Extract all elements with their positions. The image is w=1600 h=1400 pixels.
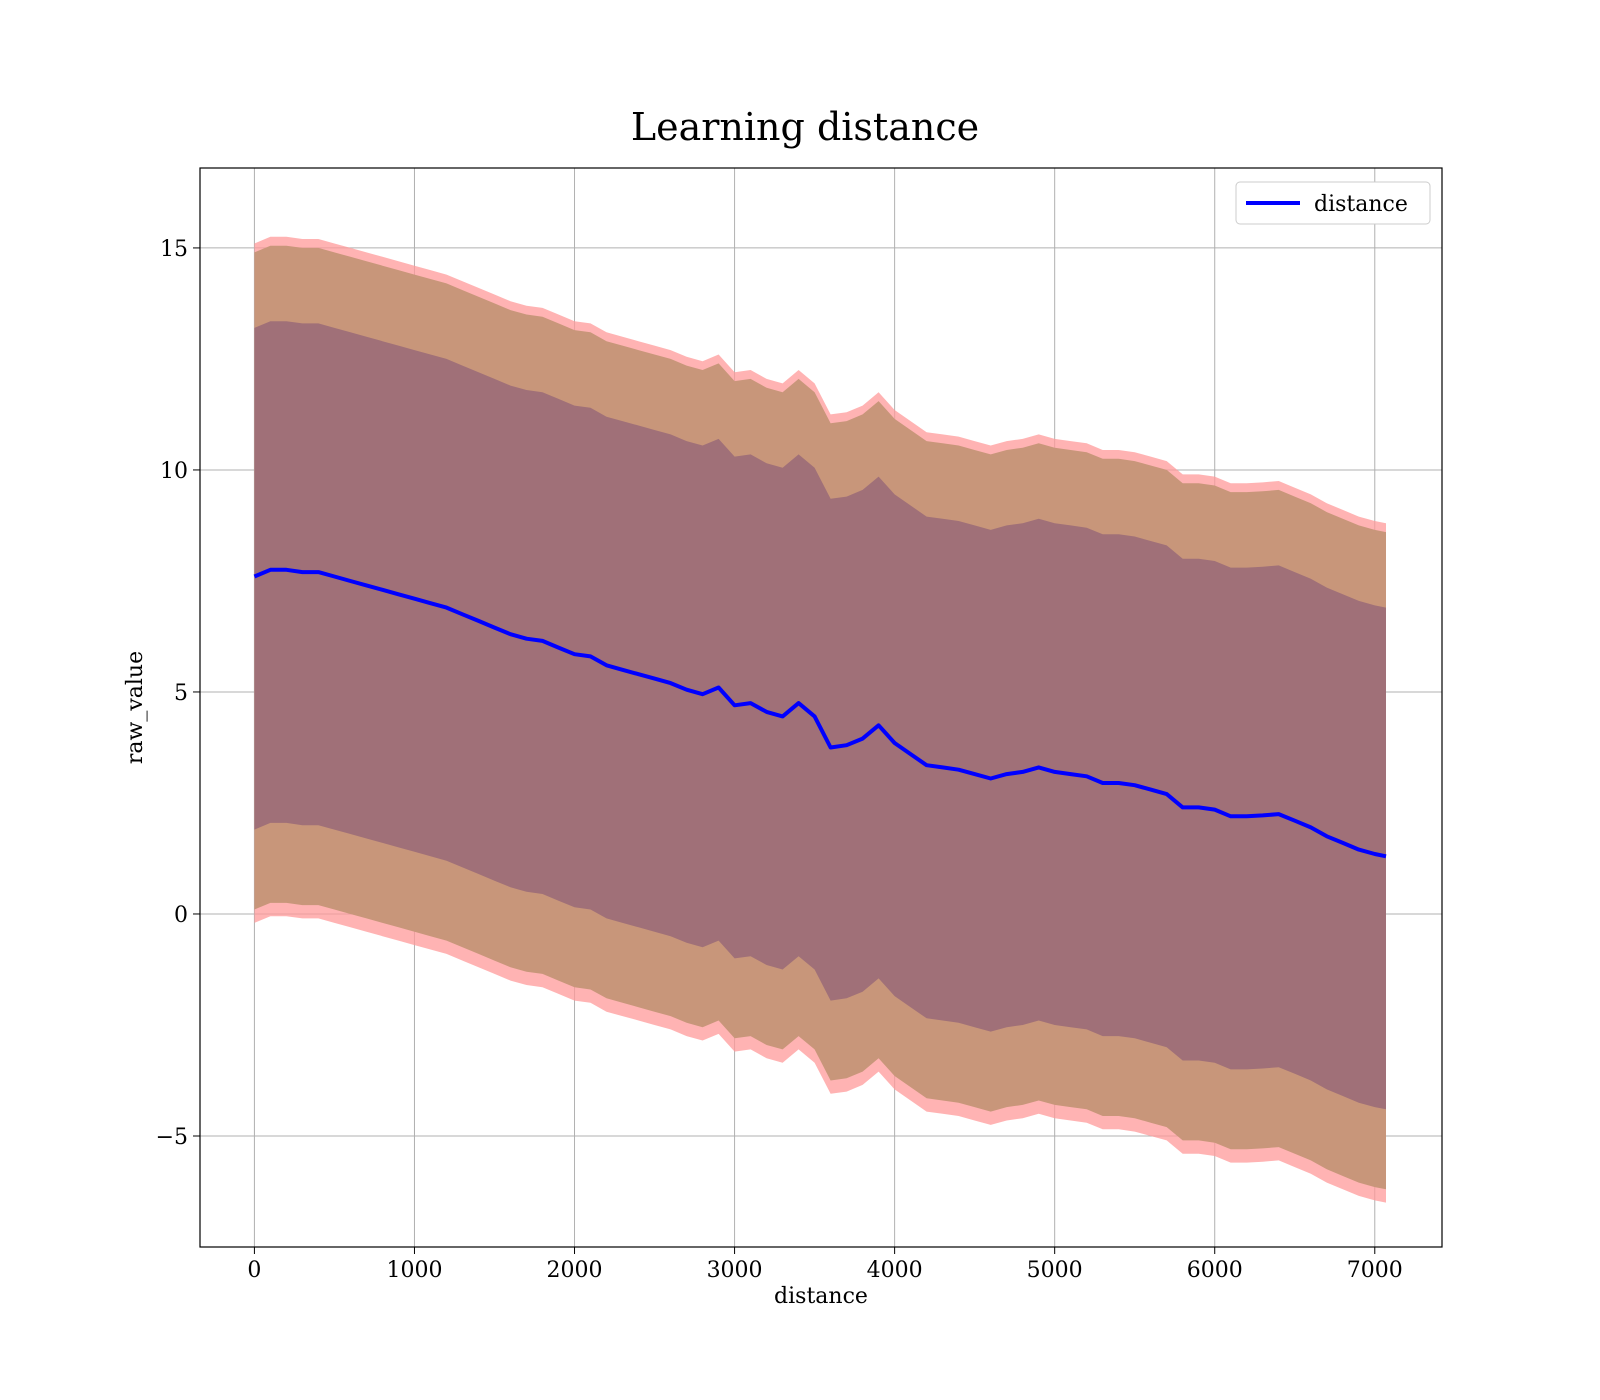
- plot-frame: [199, 167, 1443, 1248]
- y-axis-label: raw_value: [123, 651, 148, 764]
- legend-label-distance: distance: [1314, 192, 1408, 217]
- x-tick-label: 5000: [1027, 1258, 1083, 1283]
- x-tick-label: 7000: [1347, 1258, 1403, 1283]
- x-tick-label: 2000: [547, 1258, 603, 1283]
- y-tick-label: 15: [160, 237, 188, 262]
- x-tick-label: 4000: [867, 1258, 923, 1283]
- x-tick-label: 3000: [707, 1258, 763, 1283]
- legend-box: [1235, 181, 1431, 225]
- y-tick-label: 5: [174, 681, 188, 706]
- x-tick-label: 6000: [1187, 1258, 1243, 1283]
- series-line-distance: [253, 567, 1387, 859]
- confidence-bands: [254, 236, 1386, 1203]
- axis-ticks: 0 1000 2000 3000 4000 5000 6000 7000 −5 0 5 10 15: [156, 237, 1403, 1283]
- y-tick-label: 0: [174, 903, 188, 928]
- series-lines: [253, 567, 1387, 859]
- x-tick-label: 1000: [386, 1258, 442, 1283]
- x-tick-label: 0: [247, 1258, 261, 1283]
- x-axis-label: distance: [774, 1284, 868, 1309]
- legend: distance: [1235, 181, 1431, 225]
- y-tick-label: −5: [156, 1125, 188, 1150]
- band-inner: [254, 321, 1386, 1110]
- y-tick-label: 10: [160, 459, 188, 484]
- chart-title: Learning distance: [631, 105, 979, 149]
